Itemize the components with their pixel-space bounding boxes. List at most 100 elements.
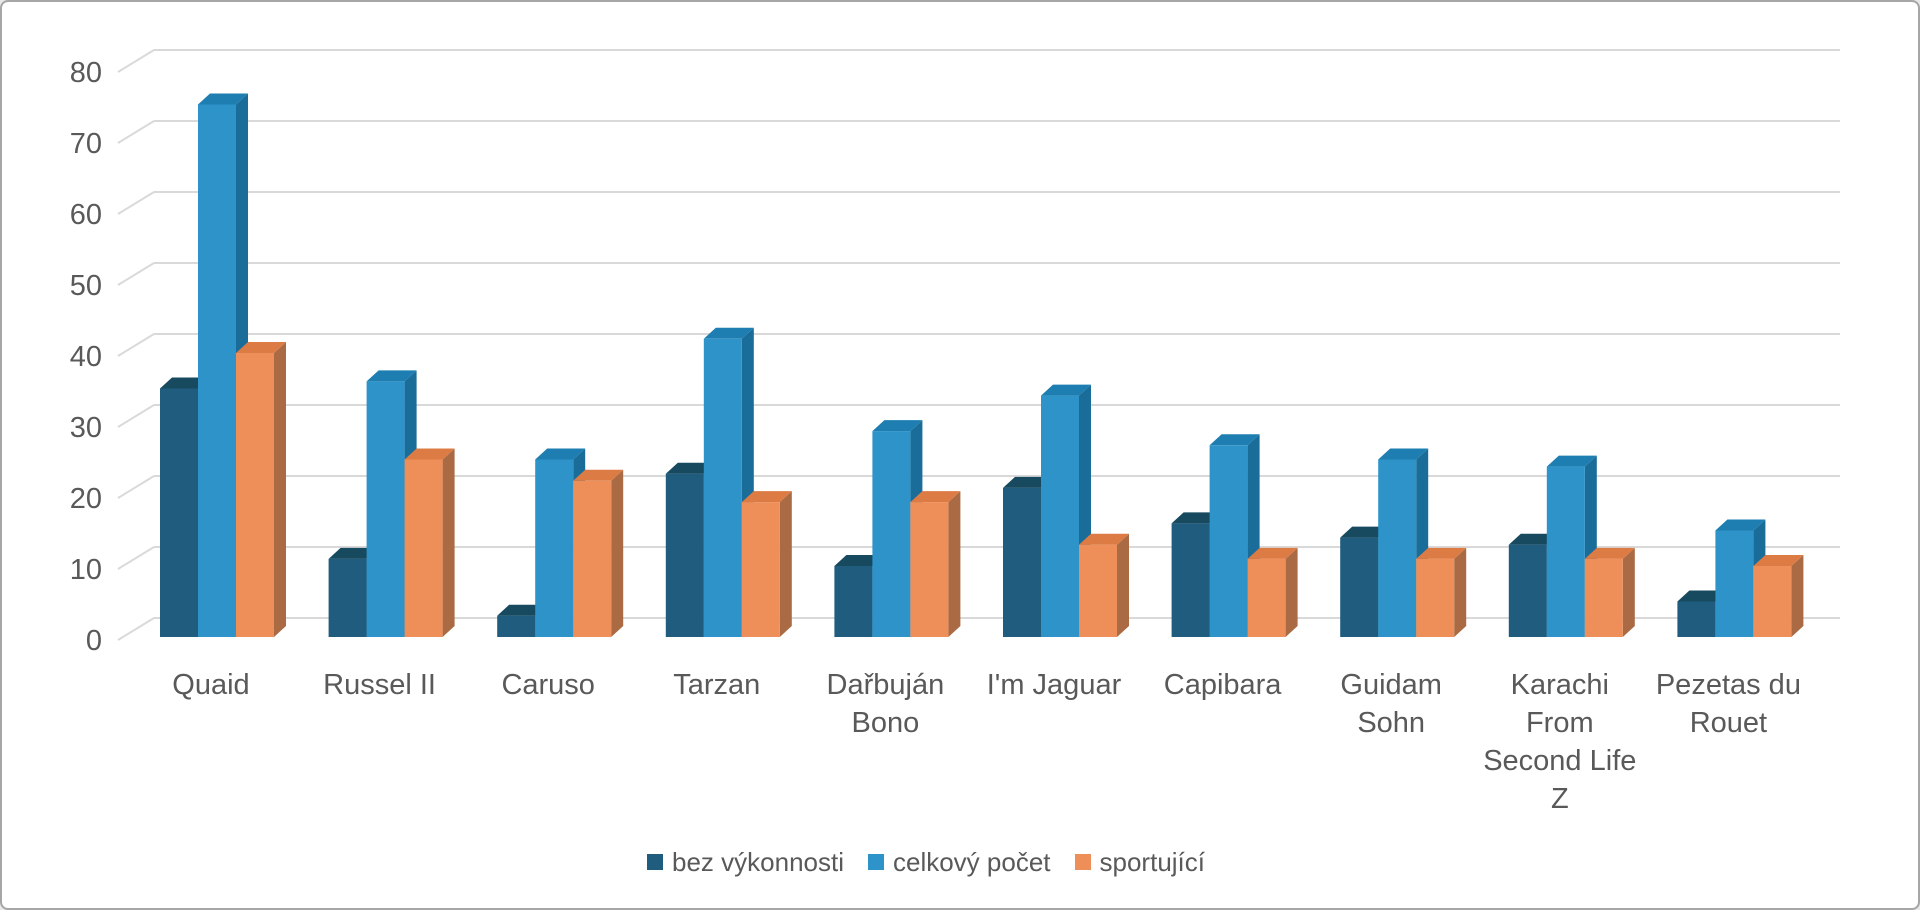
bar-sportuj-c-guidam-sohn (1416, 547, 1467, 637)
bar-sportuj-c-capibara (1247, 547, 1298, 637)
bar-front-face (1715, 530, 1754, 637)
bar-front-face (328, 558, 367, 637)
bar-front-face (1753, 566, 1792, 637)
bar-front-face (834, 566, 873, 637)
legend-swatch-celkovy-pocet (867, 854, 884, 870)
y-tick-0: 0 (86, 625, 102, 657)
x-category-label-caruso: Caruso (501, 669, 595, 701)
bar-front-face (1546, 466, 1585, 637)
bar-top-face (328, 547, 379, 559)
bar-side-face (611, 469, 624, 637)
bar-front-face (741, 502, 780, 637)
bar-side-face (948, 491, 961, 637)
bar-side-face (779, 491, 792, 637)
bar-sportuj-c-caruso (573, 469, 624, 637)
gridline-depth-20 (117, 475, 155, 499)
bar-side-face (1622, 547, 1635, 637)
bar-front-face (1171, 523, 1210, 637)
y-tick-10: 10 (70, 554, 102, 586)
gridline-depth-60 (117, 191, 155, 215)
bar-front-face (1041, 395, 1079, 637)
bar-top-face (573, 469, 624, 481)
bar-front-face (1677, 601, 1716, 637)
bar-front-face (665, 473, 704, 637)
legend-swatch-sportujici (1074, 854, 1091, 870)
x-category-label-guidam-sohn: Guidam Sohn (1340, 669, 1442, 739)
bars (160, 93, 1804, 637)
x-category-label-capibara: Capibara (1164, 669, 1283, 701)
bar-top-face (1247, 547, 1298, 559)
bar-front-face (236, 353, 274, 637)
bar-sportuj-c-pezetas-du-rouet (1753, 555, 1804, 637)
y-tick-40: 40 (70, 341, 102, 373)
gridline-depth-10 (117, 546, 155, 570)
bar-front-face (703, 338, 742, 637)
bar-top-face (1041, 384, 1091, 396)
bar-side-face (1285, 547, 1298, 637)
x-category-label-karachi-from-second-life-z: Karachi From Second Life Z (1483, 669, 1636, 815)
bar-top-face (160, 377, 210, 389)
bar-front-face (404, 459, 443, 637)
x-category-label-quaid: Quaid (172, 669, 249, 701)
bar-top-face (741, 491, 792, 503)
bar-top-face (1546, 455, 1597, 467)
gridline-depth-50 (117, 262, 155, 286)
bar-top-face (198, 93, 248, 105)
bar-top-face (1508, 533, 1559, 545)
gridline-depth-40 (117, 333, 155, 357)
bar-front-face (1508, 544, 1547, 637)
chart-legend: bez výkonnosti celkový počet sportující (647, 849, 1205, 875)
gridline-depth-30 (117, 404, 155, 428)
bar-sportuj-c-karachi-from-second-life-z (1584, 547, 1635, 637)
bar-top-face (1584, 547, 1635, 559)
legend-item-celkovy-pocet: celkový počet (867, 847, 1051, 877)
x-category-label-russel-ii: Russel II (323, 669, 436, 701)
y-tick-30: 30 (70, 412, 102, 444)
bar-front-face (872, 431, 911, 637)
bar-celkov-po-et-guidam-sohn (1378, 448, 1429, 637)
bar-top-face (1677, 590, 1728, 602)
bar-top-face (1715, 519, 1766, 531)
y-axis: 0 10 20 30 40 50 60 70 80 (70, 57, 102, 657)
x-category-label-da-buj-n-bono: Dařbuján Bono (827, 669, 945, 739)
bar-top-face (1416, 547, 1467, 559)
bar-side-face (1454, 547, 1467, 637)
bar-front-face (1378, 459, 1417, 637)
bar-top-face (497, 604, 548, 616)
y-tick-60: 60 (70, 199, 102, 231)
bar-front-face (1340, 537, 1379, 637)
bar-top-face (1378, 448, 1429, 460)
bar-front-face (910, 502, 949, 637)
legend-item-bez-vykonnosti: bez výkonnosti (647, 849, 844, 875)
bar-side-face (442, 448, 455, 637)
legend-item-sportujici: sportující (1074, 847, 1206, 877)
bar-side-face (1117, 533, 1129, 637)
bar-front-face (1584, 558, 1623, 637)
y-tick-50: 50 (70, 270, 102, 302)
legend-label: celkový počet (892, 847, 1051, 877)
bar-side-face (1791, 555, 1804, 637)
bar-top-face (703, 327, 754, 339)
bar-celkov-po-et-tarzan (703, 327, 754, 637)
bar-top-face (366, 370, 417, 382)
bar-sportuj-c-da-buj-n-bono (910, 491, 961, 637)
gridline-depth-80 (117, 49, 155, 73)
bar-top-face (1340, 526, 1391, 538)
bar-top-face (910, 491, 961, 503)
y-tick-20: 20 (70, 483, 102, 515)
bar-side-face (274, 342, 286, 637)
bar-front-face (1079, 544, 1117, 637)
bar-front-face (1416, 558, 1455, 637)
bar-top-face (1171, 512, 1222, 524)
bar-sportuj-c-russel-ii (404, 448, 455, 637)
bar-front-face (1003, 487, 1041, 637)
legend-label: sportující (1099, 847, 1206, 877)
bar-top-face (872, 420, 923, 432)
bar-front-face (535, 459, 574, 637)
bar-front-face (573, 480, 612, 637)
bar-front-face (160, 388, 198, 637)
bar-top-face (665, 462, 716, 474)
bar-top-face (236, 342, 286, 353)
